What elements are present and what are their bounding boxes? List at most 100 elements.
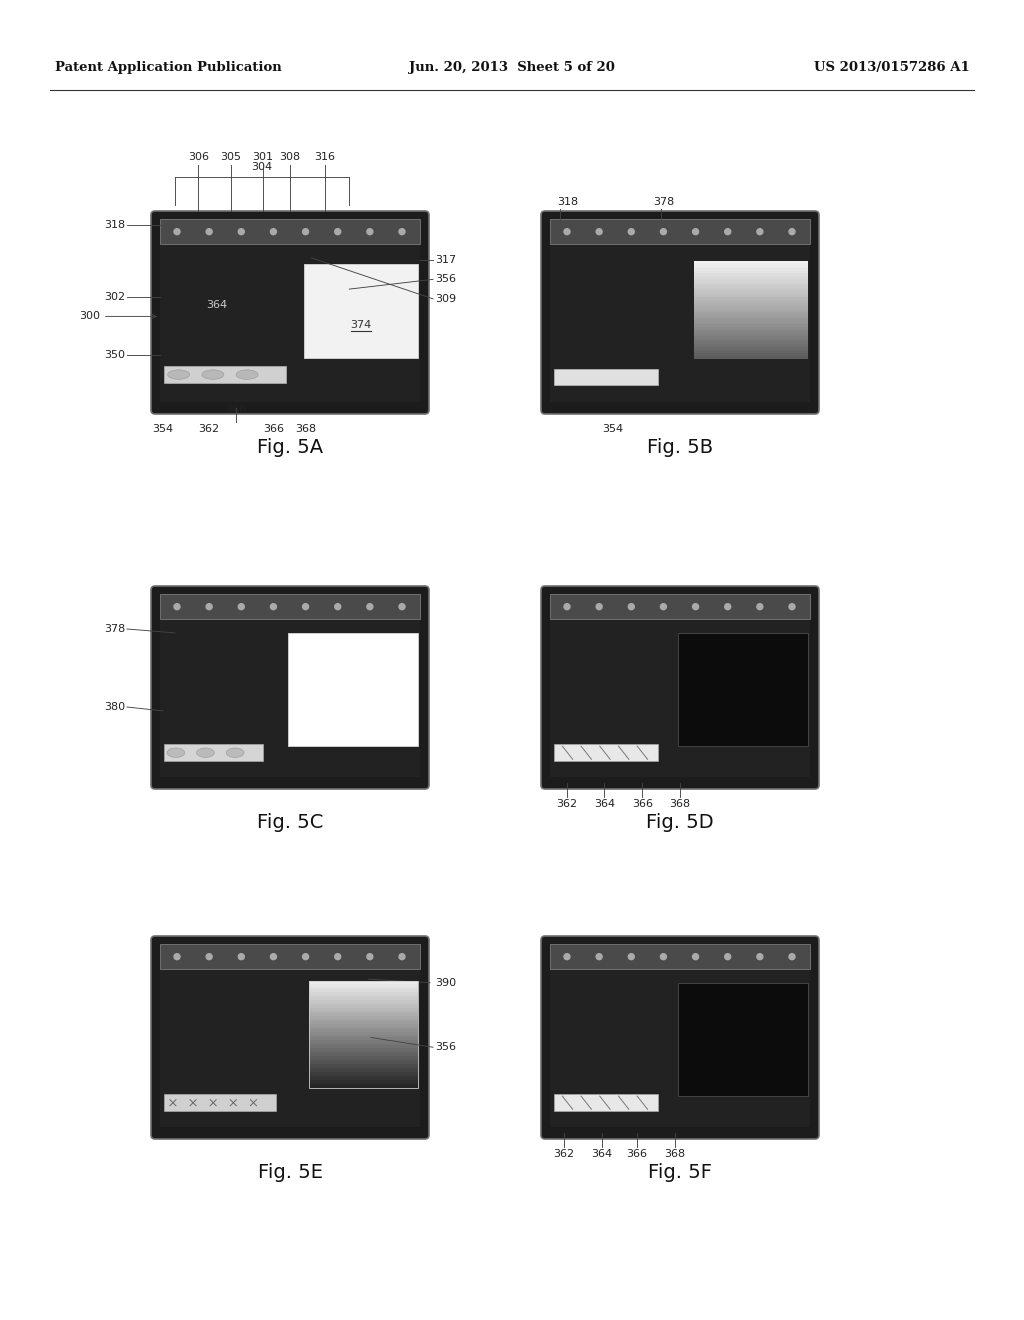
Bar [550, 944, 810, 969]
Ellipse shape [168, 370, 189, 379]
Circle shape [564, 953, 570, 960]
Bar [693, 276, 808, 279]
Circle shape [399, 953, 406, 960]
Circle shape [725, 603, 731, 610]
Text: Fig. 5F: Fig. 5F [648, 1163, 712, 1181]
Bar [693, 302, 808, 305]
Bar [693, 314, 808, 317]
Text: 362: 362 [553, 1148, 574, 1159]
Bar [309, 1030, 418, 1032]
Circle shape [790, 953, 795, 960]
Bar [693, 268, 808, 271]
Circle shape [757, 228, 763, 235]
Bar [693, 288, 808, 290]
Circle shape [206, 228, 212, 235]
Text: 364: 364 [594, 799, 615, 809]
Bar [693, 273, 808, 276]
Bar [309, 1048, 418, 1051]
Circle shape [206, 603, 212, 610]
Bar [693, 279, 808, 281]
Ellipse shape [197, 748, 214, 758]
Bar [693, 337, 808, 339]
Circle shape [335, 953, 341, 960]
Text: Patent Application Publication: Patent Application Publication [55, 62, 282, 74]
Circle shape [239, 953, 245, 960]
Circle shape [790, 603, 795, 610]
Text: 368: 368 [670, 799, 690, 809]
Text: Fig. 5D: Fig. 5D [646, 813, 714, 832]
Circle shape [596, 228, 602, 235]
Bar [309, 1056, 418, 1059]
Circle shape [399, 603, 406, 610]
Ellipse shape [167, 748, 184, 758]
Bar [550, 620, 810, 777]
Text: 318: 318 [557, 197, 579, 207]
Bar [309, 1038, 418, 1040]
Bar [693, 280, 808, 284]
Bar [309, 981, 418, 985]
Bar [550, 246, 810, 403]
Bar [550, 970, 810, 1127]
Bar [693, 317, 808, 319]
Bar [693, 312, 808, 315]
Bar [693, 331, 808, 334]
Circle shape [335, 603, 341, 610]
Circle shape [270, 603, 276, 610]
Ellipse shape [202, 370, 224, 379]
Bar [693, 261, 808, 264]
Circle shape [270, 953, 276, 960]
Circle shape [335, 228, 341, 235]
Bar [160, 594, 420, 619]
Circle shape [692, 953, 698, 960]
Text: 364: 364 [591, 1148, 612, 1159]
Bar [309, 1085, 418, 1088]
Circle shape [596, 603, 602, 610]
Bar [309, 1016, 418, 1019]
Bar [303, 264, 418, 358]
Circle shape [660, 603, 667, 610]
Bar [309, 1059, 418, 1061]
Bar [693, 265, 808, 269]
Circle shape [302, 603, 308, 610]
Text: 366: 366 [263, 424, 285, 434]
Bar [693, 264, 808, 267]
Text: 302: 302 [103, 292, 125, 302]
Circle shape [692, 603, 698, 610]
Circle shape [174, 228, 180, 235]
Circle shape [725, 953, 731, 960]
Ellipse shape [237, 370, 258, 379]
Circle shape [367, 953, 373, 960]
Text: 362: 362 [556, 799, 578, 809]
Bar [309, 998, 418, 1001]
Bar [693, 326, 808, 330]
Text: Fig. 5B: Fig. 5B [647, 438, 713, 457]
Bar [309, 1011, 418, 1014]
Text: 309: 309 [435, 294, 456, 304]
Bar [554, 744, 658, 762]
Bar [309, 1053, 418, 1056]
Bar [160, 246, 420, 403]
Circle shape [174, 953, 180, 960]
Text: 300: 300 [79, 312, 157, 321]
Bar [693, 343, 808, 346]
Text: 356: 356 [435, 275, 456, 284]
Bar [309, 1067, 418, 1069]
Text: Jun. 20, 2013  Sheet 5 of 20: Jun. 20, 2013 Sheet 5 of 20 [409, 62, 615, 74]
Text: 304: 304 [252, 162, 272, 172]
Circle shape [239, 228, 245, 235]
Circle shape [564, 603, 570, 610]
Circle shape [629, 953, 634, 960]
Bar [309, 1006, 418, 1008]
Bar [693, 305, 808, 308]
Bar [309, 1074, 418, 1077]
Bar [309, 1022, 418, 1024]
Bar [309, 1077, 418, 1080]
Bar [678, 632, 808, 746]
Bar [693, 355, 808, 359]
Bar [164, 366, 286, 383]
Bar [288, 632, 418, 746]
Circle shape [660, 953, 667, 960]
Circle shape [629, 228, 634, 235]
Circle shape [399, 228, 406, 235]
Bar [550, 594, 810, 619]
